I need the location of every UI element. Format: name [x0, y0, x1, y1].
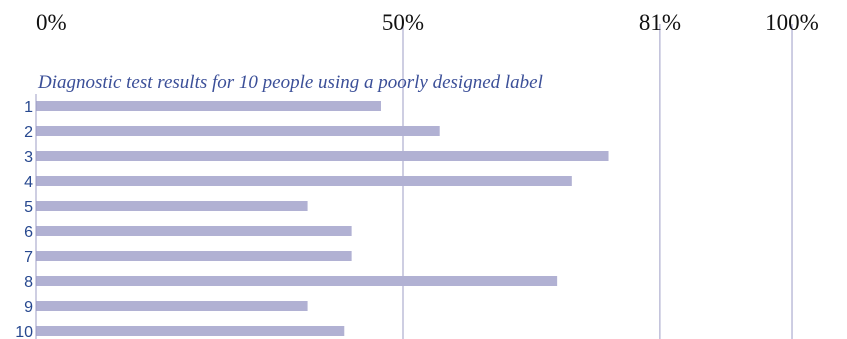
chart-title: Diagnostic test results for 10 people us…: [37, 72, 543, 93]
bar-person-8: [36, 276, 558, 286]
bar-person-1: [36, 101, 381, 111]
category-label: 1: [24, 99, 33, 116]
category-label: 8: [24, 274, 33, 291]
category-label: 3: [24, 149, 33, 166]
x-tick-label: 50%: [382, 10, 424, 35]
bar-person-10: [36, 326, 345, 336]
category-label: 7: [24, 249, 33, 266]
bars: [36, 101, 609, 336]
y-axis-categories: 1 2 3 4 5 6 7 8 9 10: [15, 99, 33, 339]
category-label: 10: [15, 324, 33, 339]
bar-person-2: [36, 126, 440, 136]
bar-person-3: [36, 151, 609, 161]
x-tick-label: 0%: [36, 10, 67, 35]
bar-person-5: [36, 201, 308, 211]
bar-person-7: [36, 251, 352, 261]
category-label: 2: [24, 124, 33, 141]
x-tick-label: 81%: [639, 10, 681, 35]
bar-person-9: [36, 301, 308, 311]
category-label: 4: [24, 174, 33, 191]
bar-person-4: [36, 176, 572, 186]
category-label: 5: [24, 199, 33, 216]
x-axis-ticks: 0% 50% 81% 100%: [36, 10, 819, 35]
category-label: 9: [24, 299, 33, 316]
category-label: 6: [24, 224, 33, 241]
bar-person-6: [36, 226, 352, 236]
x-tick-label: 100%: [765, 10, 819, 35]
